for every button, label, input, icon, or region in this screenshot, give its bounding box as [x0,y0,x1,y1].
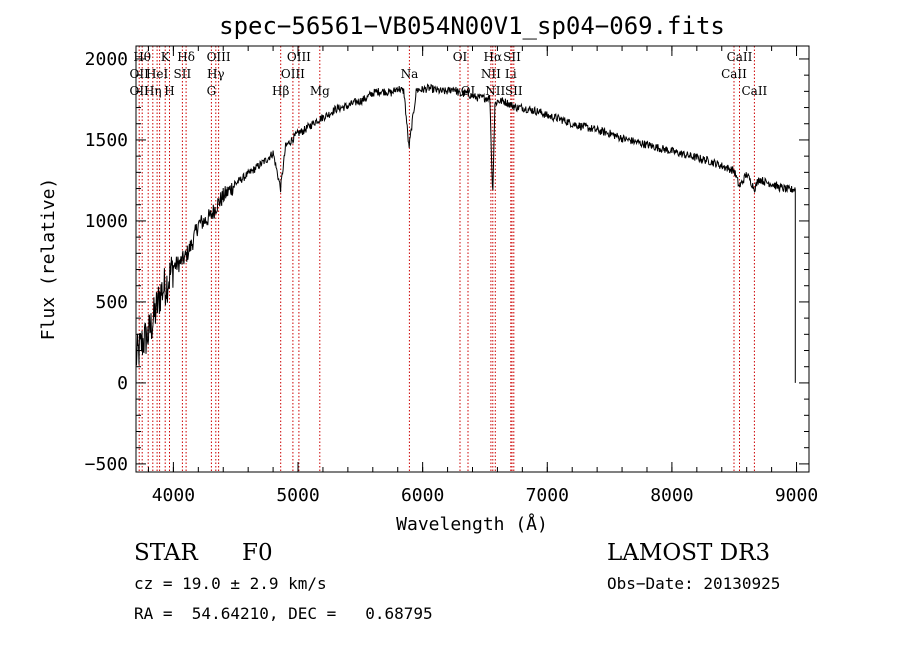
spectrum-series [135,83,796,468]
observation-date: Obs−Date: 20130925 [607,574,781,593]
x-axis-label: Wavelength (Å) [396,513,548,535]
line-marker-label: SII [505,84,523,98]
line-marker-label: SII [503,50,521,64]
x-tick-label: 8000 [650,485,693,506]
line-marker-label: NII [481,67,501,81]
line-marker-label: CaII [727,50,753,64]
redshift-value: cz = 19.0 ± 2.9 km/s [134,574,327,593]
line-marker-label: H [164,84,174,98]
y-tick-label: −500 [85,454,128,475]
x-tick-label: 4000 [152,485,195,506]
line-marker-label: SII [174,67,192,81]
line-marker-label: CaII [721,67,747,81]
line-marker-label: Hγ [207,67,225,81]
plot-frame [135,45,810,473]
line-marker-label: Hα [484,50,503,64]
line-marker-label: Hδ [177,50,195,64]
line-marker-label: Hθ [133,50,151,64]
y-tick-label: 2000 [85,49,128,70]
line-marker-label: K [161,50,171,64]
x-tick-label: 5000 [276,485,319,506]
line-marker-label: Mg [310,84,330,98]
line-marker-label: OI [453,50,468,64]
y-tick-label: 0 [117,373,128,394]
line-marker-label: Hβ [272,84,289,98]
chart-title: spec−56561−VB054N00V1_sp04−069.fits [219,12,725,40]
line-marker-label: Li [505,67,517,81]
object-subclass: F0 [242,540,273,566]
line-marker-label: NII [485,84,505,98]
line-marker-label: CaII [741,84,767,98]
line-marker-label: G [207,84,217,98]
object-class: STAR [134,540,198,566]
line-marker-label: Na [401,67,419,81]
y-axis: −500 0 500 1000 1500 2000 [85,49,809,475]
line-marker-label: HeI [146,67,169,81]
line-marker-label: OIII [287,50,311,64]
y-tick-label: 500 [95,292,128,313]
y-tick-label: 1500 [85,130,128,151]
y-axis-label: Flux (relative) [38,178,59,341]
x-axis: 4000 5000 6000 7000 8000 9000 [147,46,818,506]
emission-line-markers [138,46,755,472]
line-marker-label: Hη [144,84,162,98]
spectrum-line [135,83,796,366]
x-tick-label: 6000 [401,485,444,506]
line-marker-label: OIII [281,67,305,81]
line-marker-label: OIII [207,50,231,64]
y-tick-label: 1000 [85,211,128,232]
x-tick-label: 7000 [526,485,569,506]
coordinates: RA = 54.64210, DEC = 0.68795 [134,604,433,623]
x-tick-label: 9000 [775,485,818,506]
line-marker-label: OII [130,67,150,81]
survey-name: LAMOST DR3 [607,540,771,566]
